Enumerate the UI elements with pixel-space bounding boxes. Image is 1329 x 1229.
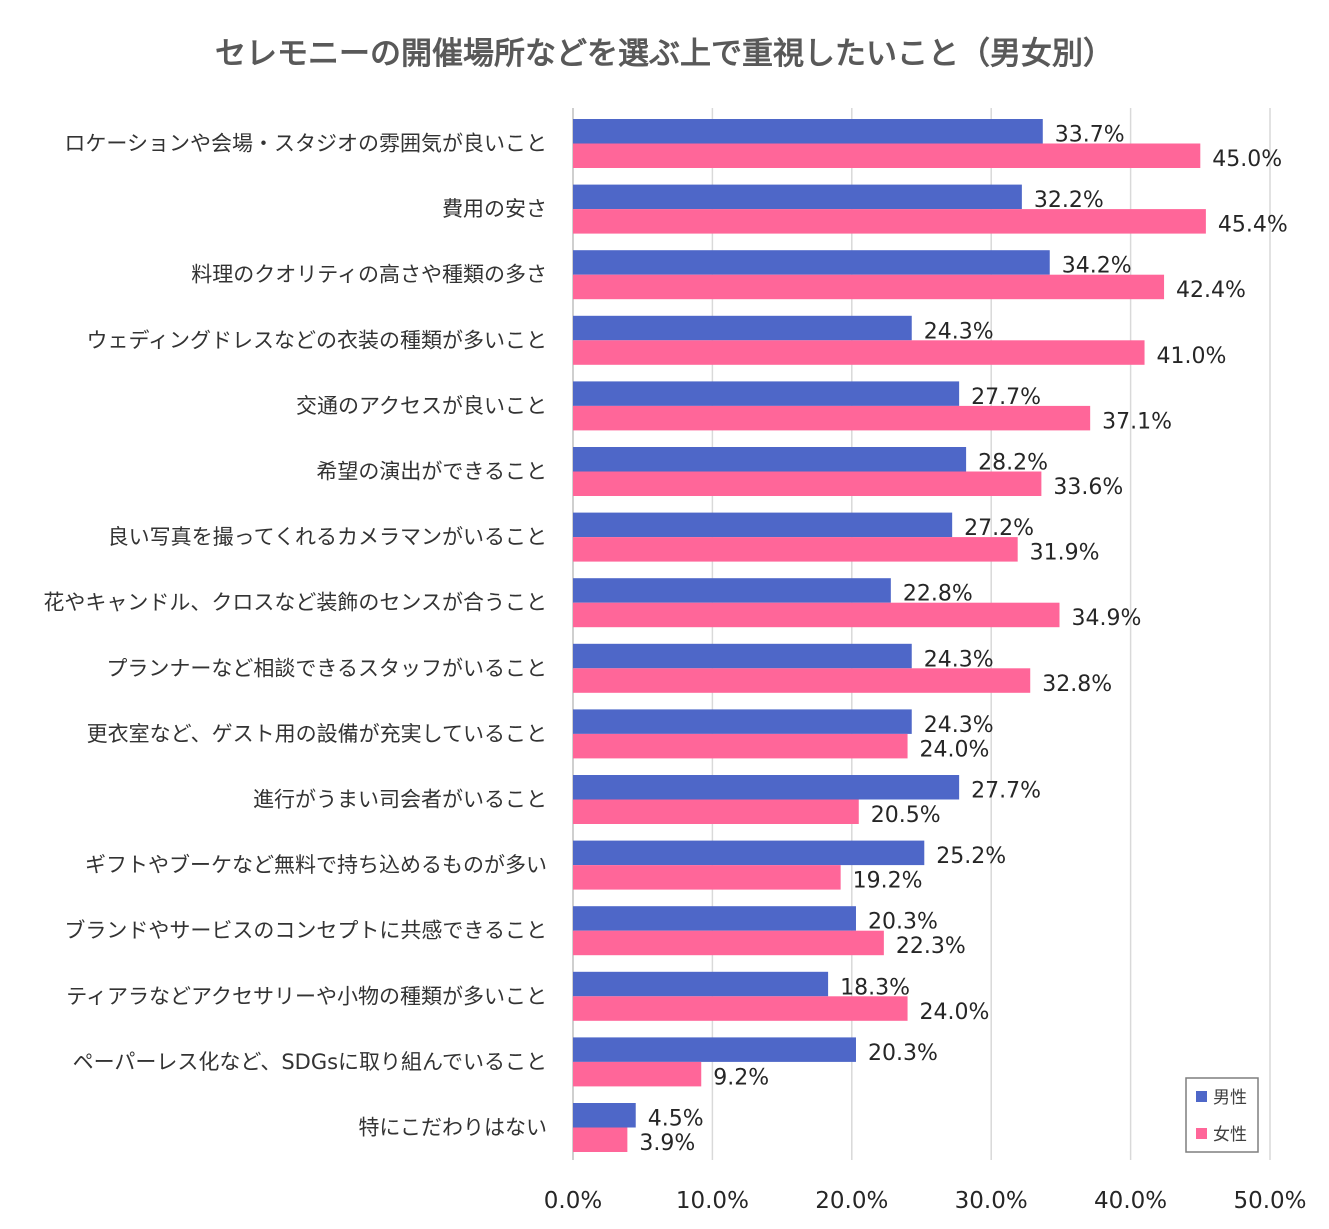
bar-male (573, 250, 1050, 275)
bar-male (573, 1103, 636, 1128)
chart-title: セレモニーの開催場所などを選ぶ上で重視したいこと（男女別） (215, 36, 1114, 72)
value-label-male: 25.2% (936, 844, 1006, 869)
value-label-male: 27.2% (964, 516, 1034, 541)
x-axis-ticks: 0.0% 10.0% 20.0% 30.0% 40.0% 50.0% (544, 1188, 1307, 1214)
bar-male (573, 971, 829, 997)
bar-female (573, 340, 1145, 365)
bar-male (573, 840, 925, 866)
bar-female (573, 930, 884, 956)
bar-male (573, 184, 1022, 210)
value-label-female: 45.0% (1212, 147, 1282, 172)
bar-male (573, 315, 912, 341)
bar-male (573, 512, 953, 538)
value-label-male: 24.3% (924, 319, 994, 344)
bar-female (573, 602, 1060, 628)
value-label-female: 3.9% (639, 1131, 695, 1156)
legend-label-male: 男性 (1213, 1088, 1247, 1108)
value-label-female: 34.9% (1072, 606, 1142, 631)
value-label-female: 24.0% (920, 1000, 990, 1025)
x-tick-label: 20.0% (815, 1188, 888, 1214)
bar-female (573, 471, 1042, 496)
value-label-female: 32.8% (1042, 672, 1112, 697)
bar-male (573, 709, 912, 734)
category-label: 更衣室など、ゲスト用の設備が充実していること (87, 722, 547, 746)
value-label-female: 45.4% (1218, 213, 1288, 238)
value-label-male: 27.7% (971, 385, 1041, 410)
value-label-female: 19.2% (853, 869, 923, 894)
value-label-male: 18.3% (840, 975, 910, 1000)
bar-female (573, 1061, 702, 1087)
value-label-female: 41.0% (1157, 344, 1227, 369)
category-label: 良い写真を撮ってくれるカメラマンがいること (108, 525, 547, 549)
category-label: ウェディングドレスなどの衣装の種類が多いこと (86, 328, 547, 352)
bar-male (573, 643, 912, 669)
category-label: 特にこだわりはない (358, 1116, 547, 1140)
category-label: 花やキャンドル、クロスなど装飾のセンスが合うこと (43, 591, 547, 615)
category-label: プランナーなど相談できるスタッフがいること (106, 656, 547, 680)
x-tick-label: 30.0% (955, 1188, 1028, 1214)
x-tick-label: 10.0% (676, 1188, 749, 1214)
bar-female (573, 405, 1091, 431)
bar-female (573, 996, 908, 1021)
category-label: 料理のクオリティの高さや種類の多さ (191, 263, 547, 287)
bar-female (573, 537, 1018, 562)
bar-male (573, 381, 960, 406)
x-tick-label: 50.0% (1233, 1188, 1306, 1214)
value-label-female: 20.5% (871, 803, 941, 828)
value-label-male: 27.7% (971, 779, 1041, 804)
category-label: 費用の安さ (442, 197, 547, 221)
value-label-male: 22.8% (903, 582, 973, 607)
value-label-male: 24.3% (924, 713, 994, 738)
value-label-female: 37.1% (1102, 409, 1172, 434)
category-label: 交通のアクセスが良いこと (296, 394, 547, 418)
bar-male (573, 775, 960, 800)
bars (573, 119, 1206, 1152)
legend-swatch-female (1196, 1128, 1207, 1139)
value-label-female: 24.0% (920, 737, 990, 762)
value-label-female: 42.4% (1176, 278, 1246, 303)
legend-swatch-male (1196, 1091, 1207, 1102)
value-label-male: 4.5% (648, 1107, 704, 1132)
category-label: ブランドやサービスのコンセプトに共感できること (64, 919, 547, 943)
value-label-male: 20.3% (868, 910, 938, 935)
value-label-male: 32.2% (1034, 188, 1104, 213)
bar-female (573, 865, 841, 890)
bar-male (573, 578, 891, 603)
bar-female (573, 668, 1031, 693)
category-labels: ロケーションや会場・スタジオの雰囲気が良いこと費用の安さ料理のクオリティの高さや… (43, 132, 547, 1140)
bar-female (573, 733, 908, 759)
category-label: ペーパーレス化など、SDGsに取り組んでいること (73, 1050, 547, 1074)
value-label-male: 33.7% (1055, 123, 1125, 148)
category-label: ロケーションや会場・スタジオの雰囲気が良いこと (64, 132, 547, 156)
category-label: ギフトやブーケなど無料で持ち込めるものが多い (85, 853, 547, 877)
bar-female (573, 274, 1165, 300)
bar-male (573, 1037, 856, 1062)
value-label-female: 9.2% (713, 1065, 769, 1090)
category-label: 進行がうまい司会者がいること (253, 788, 547, 812)
category-label: ティアラなどアクセサリーや小物の種類が多いこと (66, 984, 547, 1008)
value-labels: 33.7% 45.0% 32.2% 45.4% 34.2% 42.4% 24.3% 41.0%… (639, 123, 1287, 1157)
bar-female (573, 143, 1201, 168)
legend-label-female: 女性 (1213, 1125, 1247, 1145)
value-label-male: 34.2% (1062, 254, 1132, 279)
category-label: 希望の演出ができること (316, 460, 547, 484)
legend-box (1185, 1077, 1259, 1153)
x-tick-label: 0.0% (544, 1188, 602, 1214)
x-tick-label: 40.0% (1094, 1188, 1167, 1214)
value-label-female: 31.9% (1030, 541, 1100, 566)
bar-female (573, 1127, 628, 1152)
bar-male (573, 119, 1043, 144)
value-label-female: 33.6% (1053, 475, 1123, 500)
value-label-male: 20.3% (868, 1041, 938, 1066)
value-label-female: 22.3% (896, 934, 966, 959)
bar-male (573, 447, 967, 472)
bar-female (573, 799, 859, 824)
bar-female (573, 209, 1206, 234)
value-label-male: 24.3% (924, 647, 994, 672)
bar-male (573, 906, 856, 931)
value-label-male: 28.2% (978, 451, 1048, 476)
